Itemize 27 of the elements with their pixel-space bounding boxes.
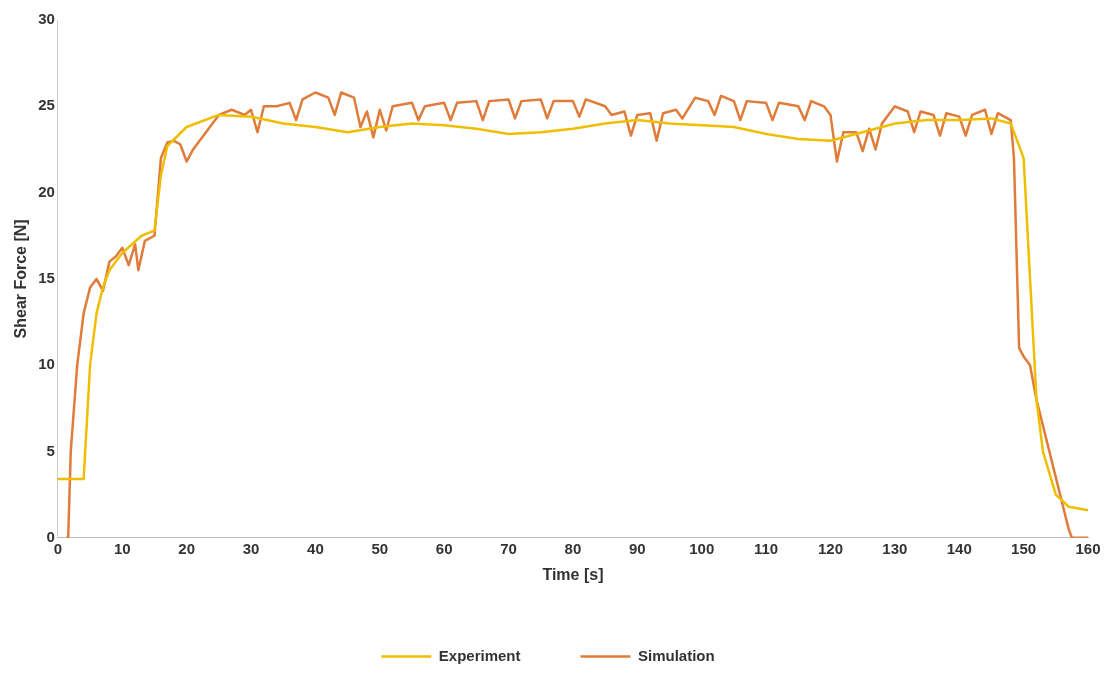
x-tick-label: 90 bbox=[628, 539, 646, 557]
x-axis-title: Time [s] bbox=[542, 565, 604, 583]
y-tick-label: 15 bbox=[38, 269, 55, 287]
legend-label: Simulation bbox=[638, 646, 715, 664]
legend-label: Experiment bbox=[438, 646, 521, 664]
x-tick-label: 100 bbox=[689, 539, 715, 557]
x-tick-label: 30 bbox=[242, 539, 260, 557]
y-tick-label: 25 bbox=[38, 96, 55, 114]
x-tick-label: 50 bbox=[371, 539, 389, 557]
x-tick-label: 10 bbox=[113, 539, 131, 557]
x-tick-label: 160 bbox=[1075, 539, 1101, 557]
x-tick-label: 130 bbox=[882, 539, 908, 557]
x-tick-label: 120 bbox=[817, 539, 843, 557]
y-tick-label: 20 bbox=[38, 182, 55, 200]
y-tick-label: 30 bbox=[38, 10, 55, 28]
x-tick-label: 80 bbox=[564, 539, 582, 557]
x-tick-label: 110 bbox=[753, 539, 779, 557]
y-tick-label: 5 bbox=[46, 441, 55, 459]
y-tick-label: 0 bbox=[46, 527, 55, 545]
x-tick-label: 40 bbox=[307, 539, 324, 557]
y-axis-title: Shear Force [N] bbox=[12, 219, 30, 339]
x-tick-label: 150 bbox=[1011, 539, 1037, 557]
x-tick-label: 20 bbox=[178, 539, 195, 557]
x-tick-label: 60 bbox=[435, 539, 453, 557]
y-tick-label: 10 bbox=[38, 355, 55, 373]
x-tick-label: 140 bbox=[946, 539, 972, 557]
x-tick-label: 70 bbox=[500, 539, 517, 557]
